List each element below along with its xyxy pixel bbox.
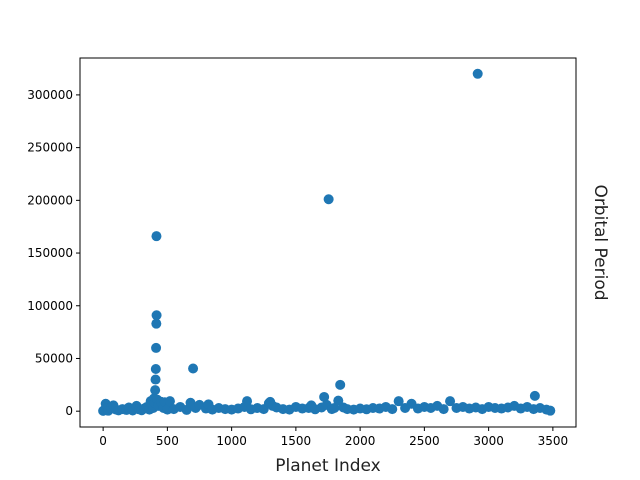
x-tick-label: 2000 bbox=[345, 434, 376, 448]
data-point bbox=[151, 231, 162, 242]
y-tick-label: 100000 bbox=[27, 299, 73, 313]
y-tick-label: 250000 bbox=[27, 141, 73, 155]
x-tick-label: 1500 bbox=[281, 434, 312, 448]
data-point bbox=[151, 342, 162, 353]
y-axis-label: Orbital Period bbox=[590, 184, 610, 300]
plot-frame bbox=[79, 57, 577, 428]
data-point bbox=[545, 405, 556, 416]
data-point bbox=[335, 379, 346, 390]
points-layer bbox=[98, 68, 556, 416]
data-point bbox=[529, 390, 540, 401]
y-tick-label: 200000 bbox=[27, 193, 73, 207]
data-point bbox=[151, 310, 162, 321]
x-tick-label: 3500 bbox=[538, 434, 569, 448]
data-point bbox=[333, 395, 344, 406]
data-point bbox=[393, 396, 404, 407]
data-point bbox=[151, 318, 162, 329]
data-point bbox=[445, 396, 456, 407]
y-tick-label: 300000 bbox=[27, 88, 73, 102]
x-axis-label: Planet Index bbox=[275, 456, 381, 476]
y-axis-ticks: 0 50000 100000 150000 200000 250000 300000 bbox=[27, 88, 80, 418]
data-point bbox=[188, 363, 199, 374]
data-point bbox=[329, 403, 340, 414]
x-tick-label: 0 bbox=[99, 434, 107, 448]
data-point bbox=[319, 391, 330, 402]
data-point bbox=[323, 194, 334, 205]
x-axis-ticks: 0 500 1000 1500 2000 2500 3000 3500 bbox=[99, 427, 568, 448]
x-tick-label: 2500 bbox=[409, 434, 440, 448]
y-tick-label: 50000 bbox=[35, 351, 73, 365]
data-point bbox=[164, 396, 175, 407]
x-tick-label: 500 bbox=[156, 434, 179, 448]
x-tick-label: 1000 bbox=[216, 434, 247, 448]
data-point bbox=[150, 364, 161, 375]
y-tick-label: 150000 bbox=[27, 246, 73, 260]
y-tick-label: 0 bbox=[65, 404, 73, 418]
data-point bbox=[150, 374, 161, 385]
x-tick-label: 3000 bbox=[473, 434, 504, 448]
data-point bbox=[472, 68, 483, 79]
data-point bbox=[387, 404, 398, 415]
data-point bbox=[242, 396, 253, 407]
data-point bbox=[150, 385, 161, 396]
data-point bbox=[438, 404, 449, 415]
